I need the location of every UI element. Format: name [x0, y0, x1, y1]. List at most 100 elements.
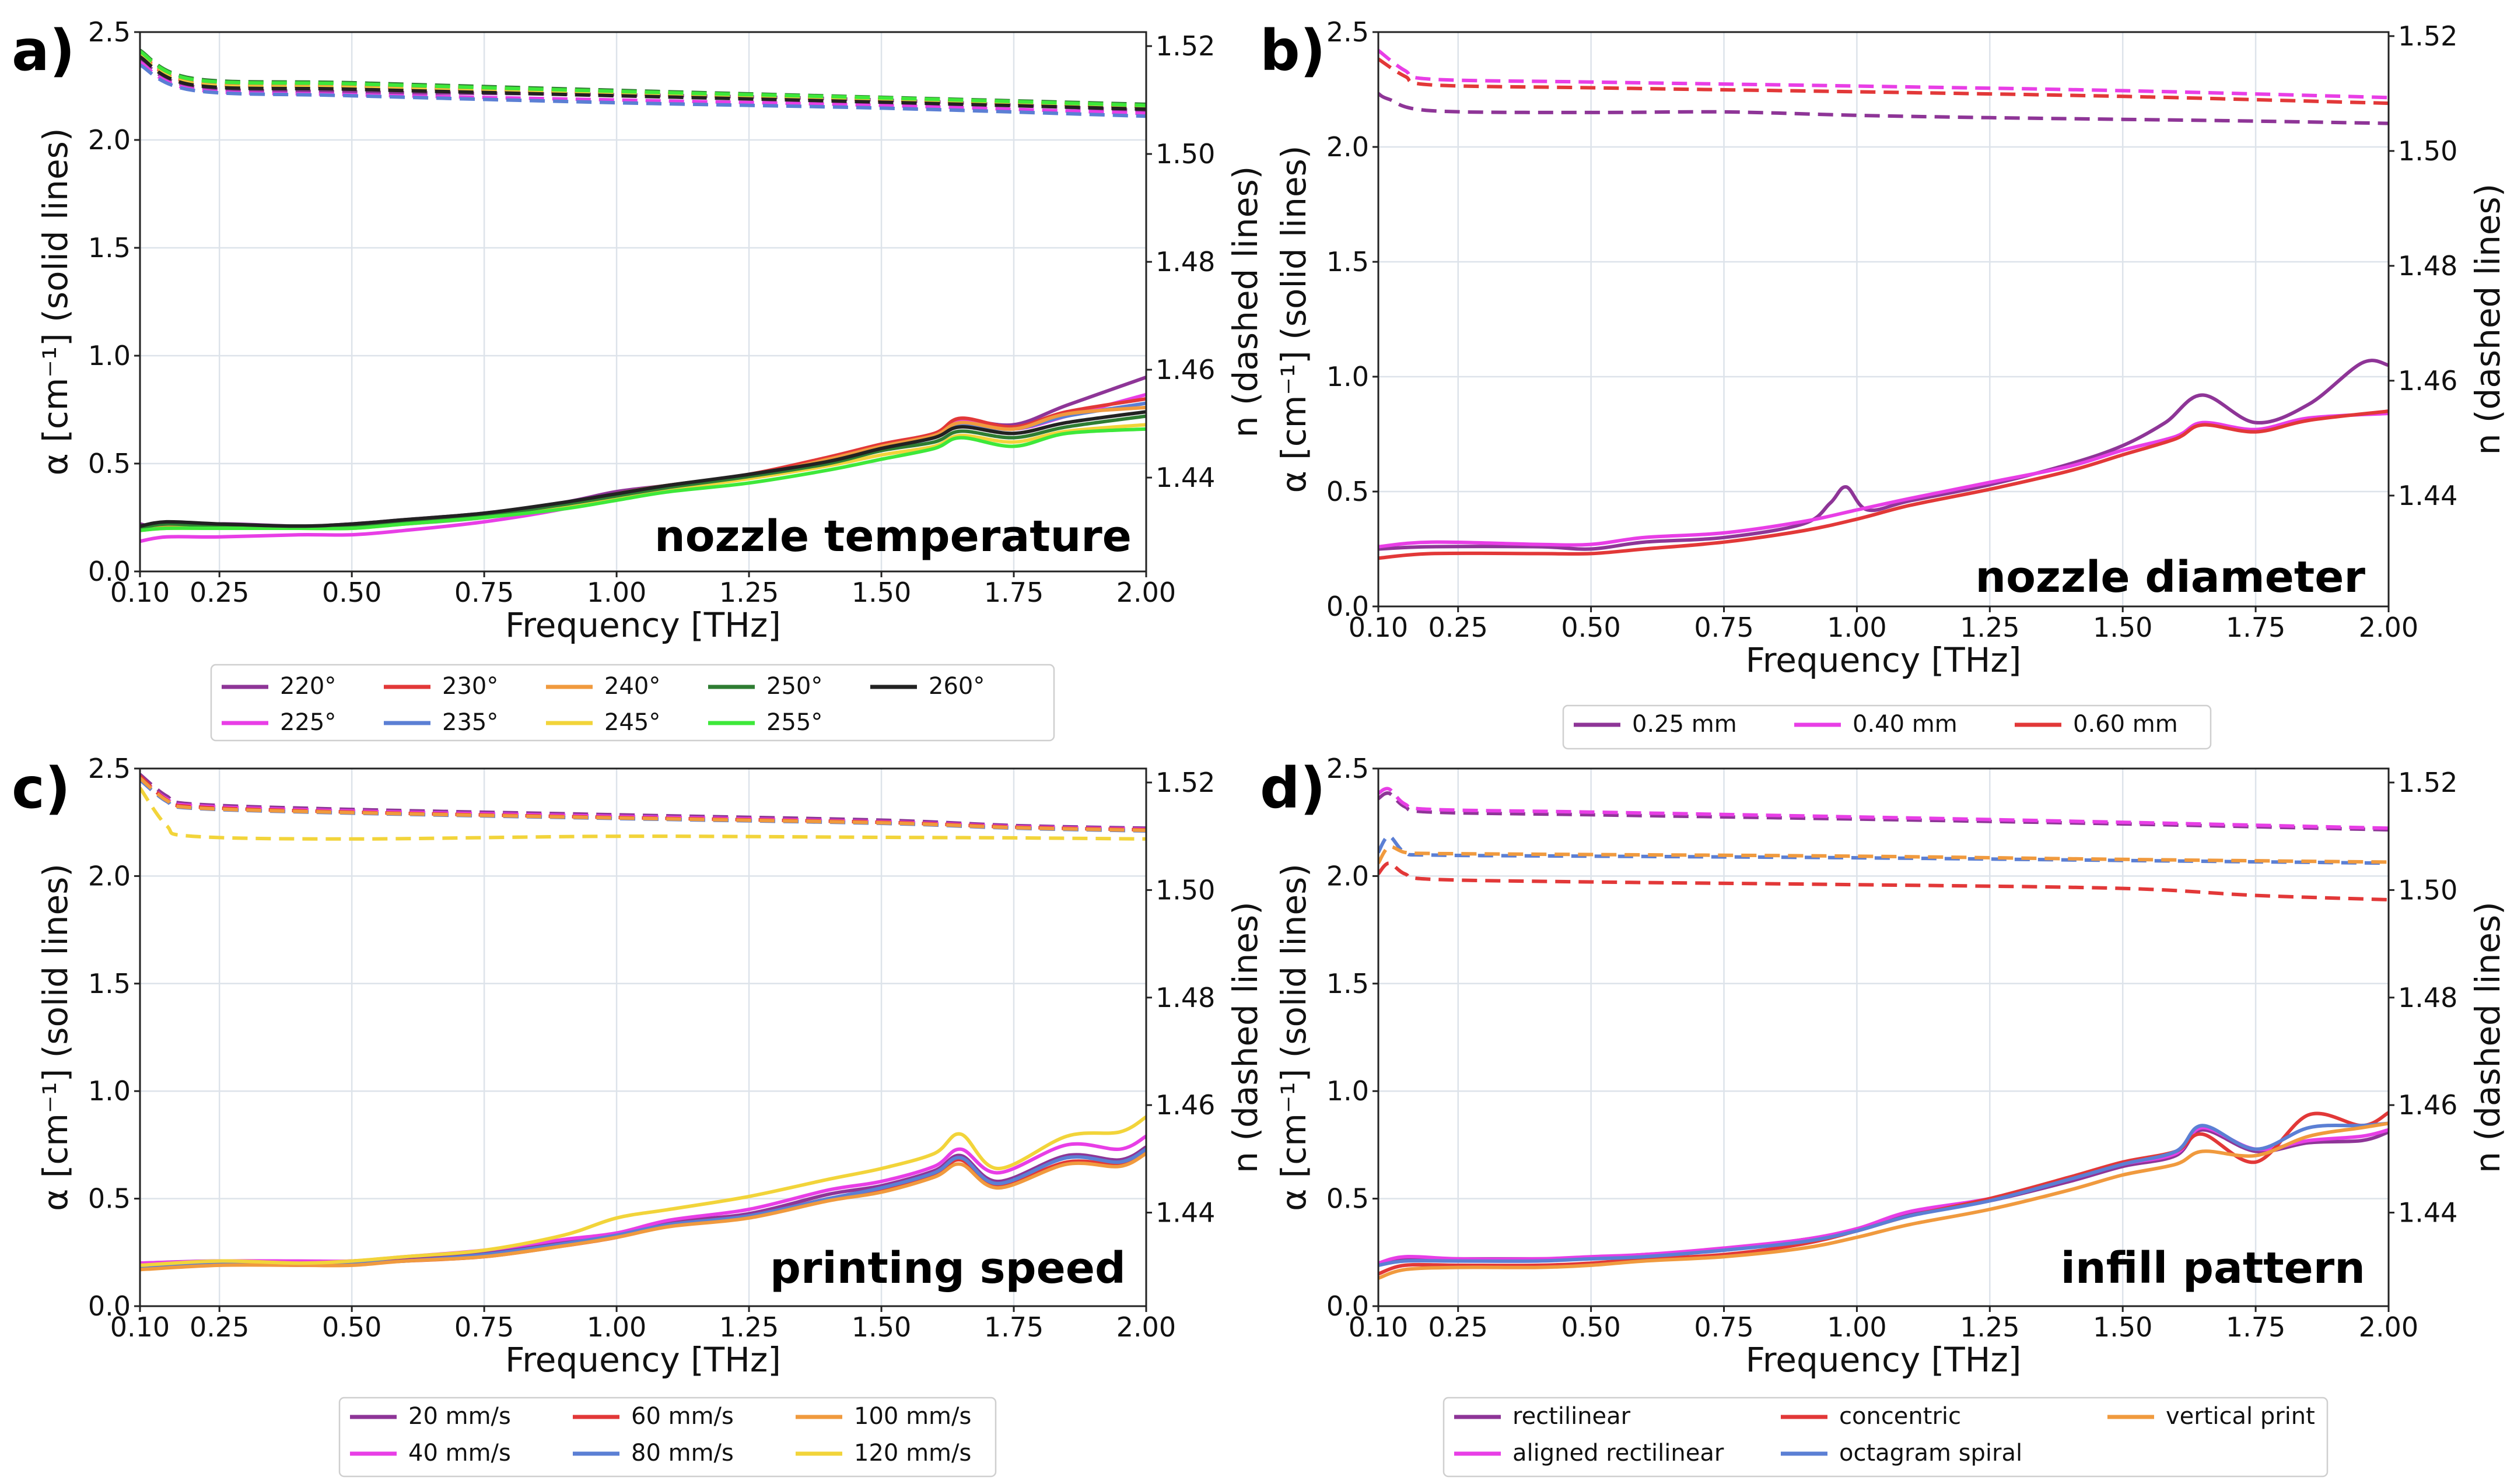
alpha-line-120-mm-s [140, 1115, 1146, 1267]
legend-entry: 255° [766, 709, 822, 736]
series-lines [140, 48, 1146, 543]
y2-tick-label: 1.46 [1156, 354, 1215, 385]
y2-tick-label: 1.48 [1156, 246, 1215, 278]
x-tick-label: 1.00 [587, 1311, 646, 1343]
x-tick-label: 0.10 [1349, 612, 1408, 643]
panel-label: b) [1260, 18, 1326, 83]
y-tick-label: 1.5 [88, 968, 131, 999]
x-axis-label: Frequency [THz] [505, 1340, 781, 1380]
y2-tick-label: 1.52 [1156, 30, 1215, 62]
y-tick-label: 1.0 [1326, 361, 1369, 392]
x-tick-label: 0.75 [454, 577, 514, 608]
y-tick-label: 1.0 [88, 340, 131, 371]
legend: rectilinear aligned rectilinear concentric… [1442, 1397, 2329, 1478]
y2-tick-label: 1.50 [1156, 138, 1215, 170]
y2-tick-label: 1.52 [2398, 20, 2457, 52]
x-tick-label: 0.25 [190, 1311, 249, 1343]
panel-annotation: printing speed [770, 1243, 1126, 1293]
y2-tick-label: 1.50 [1156, 874, 1215, 906]
legend-entry: 80 mm/s [631, 1440, 734, 1467]
panel-annotation: nozzle temperature [654, 511, 1132, 562]
plot-frame [139, 31, 1147, 573]
legend-entry: rectilinear [1512, 1403, 1631, 1430]
n-line-rectilinear [1378, 791, 2389, 832]
legend-entry: 0.60 mm [2073, 711, 2178, 738]
alpha-line-0-40-mm [1378, 412, 2389, 549]
panel-label: c) [12, 756, 71, 821]
legend-entry: 245° [604, 709, 660, 736]
panel-1: 0.10 0.25 0.50 0.75 1.00 1.25 1.50 1.75 2.00 0.0 0… [1260, 16, 2508, 750]
y-tick-label: 2.0 [88, 124, 131, 156]
x-tick-label: 0.75 [454, 1311, 514, 1343]
plot-frame [1377, 767, 2390, 1307]
panel-annotation: infill pattern [2061, 1243, 2365, 1293]
plot-frame [139, 767, 1147, 1307]
y2-tick-label: 1.44 [2398, 480, 2457, 511]
y2-tick-label: 1.46 [2398, 365, 2457, 397]
x-tick-label: 1.25 [1960, 1311, 2019, 1343]
x-tick-label: 0.25 [1428, 612, 1488, 643]
y2-tick-label: 1.46 [1156, 1089, 1215, 1121]
panel-3: 0.10 0.25 0.50 0.75 1.00 1.25 1.50 1.75 2.00 0.0 0… [1260, 753, 2508, 1478]
y2-tick-label: 1.48 [2398, 982, 2457, 1013]
x-tick-label: 0.10 [1349, 1311, 1408, 1343]
x-tick-label: 1.00 [1827, 612, 1886, 643]
x-tick-label: 0.25 [190, 577, 249, 608]
alpha-line-0-25-mm [1378, 359, 2389, 551]
legend: 0.25 mm 0.40 mm 0.60 mm [1562, 704, 2212, 750]
y2-tick-label: 1.44 [1156, 462, 1215, 493]
x-tick-label: 0.10 [110, 577, 170, 608]
legend-entry: 100 mm/s [854, 1403, 971, 1430]
y-tick-label: 0.5 [88, 1183, 131, 1215]
x-tick-label: 1.50 [852, 1311, 911, 1343]
x-tick-label: 1.75 [984, 577, 1044, 608]
x-tick-label: 1.25 [719, 1311, 779, 1343]
n-line-concentric [1378, 861, 2389, 901]
y2-axis-label: n (dashed lines) [2468, 184, 2508, 455]
x-tick-label: 1.25 [719, 577, 779, 608]
legend-entry: 230° [442, 673, 498, 700]
y-axis-label: α [cm⁻¹] (solid lines) [1274, 864, 1314, 1211]
legend-entry: 120 mm/s [854, 1440, 971, 1467]
x-tick-label: 2.00 [2359, 1311, 2418, 1343]
n-line-0-60-mm [1378, 57, 2389, 106]
x-tick-label: 0.75 [1694, 1311, 1753, 1343]
y2-tick-label: 1.44 [1156, 1197, 1215, 1229]
y2-tick-label: 1.52 [1156, 767, 1215, 798]
n-line-vertical-print [1378, 845, 2389, 864]
x-tick-label: 1.75 [2226, 1311, 2285, 1343]
x-tick-label: 2.00 [1116, 1311, 1176, 1343]
x-tick-label: 0.25 [1428, 1311, 1488, 1343]
n-line-250- [140, 48, 1146, 106]
legend: 20 mm/s 40 mm/s 60 mm/s 80 mm/s 100 mm/s 120 … [338, 1397, 997, 1478]
panel-label: a) [12, 18, 75, 83]
y-tick-label: 1.0 [1326, 1075, 1369, 1107]
y-tick-label: 1.5 [88, 232, 131, 264]
legend-entry: 250° [766, 673, 822, 700]
legend-entry: 225° [280, 709, 336, 736]
alpha-line-260- [140, 410, 1146, 528]
panel-annotation: nozzle diameter [1975, 552, 2365, 602]
legend-entry: 260° [929, 673, 985, 700]
legend-entry: 240° [604, 673, 660, 700]
x-tick-label: 0.10 [110, 1311, 170, 1343]
y2-axis-label: n (dashed lines) [2468, 901, 2508, 1173]
alpha-line-octagram-spiral [1378, 1121, 2389, 1267]
y-tick-label: 2.0 [1326, 131, 1369, 163]
y-tick-label: 0.0 [88, 556, 131, 587]
x-tick-label: 1.00 [1827, 1311, 1886, 1343]
n-line-60-mm-s [140, 774, 1146, 832]
legend-box [1562, 704, 2212, 750]
legend-entry: 60 mm/s [631, 1403, 734, 1430]
y2-tick-label: 1.52 [2398, 767, 2457, 798]
alpha-line-100-mm-s [140, 1152, 1146, 1272]
n-line-120-mm-s [140, 787, 1146, 841]
x-tick-label: 1.50 [852, 577, 911, 608]
x-axis-label: Frequency [THz] [505, 605, 781, 645]
y-tick-label: 0.0 [1326, 591, 1369, 622]
y-axis-label: α [cm⁻¹] (solid lines) [36, 864, 75, 1211]
legend-entry: 0.25 mm [1632, 711, 1737, 738]
n-line-0-40-mm [1378, 49, 2389, 100]
y-tick-label: 1.5 [1326, 246, 1369, 278]
